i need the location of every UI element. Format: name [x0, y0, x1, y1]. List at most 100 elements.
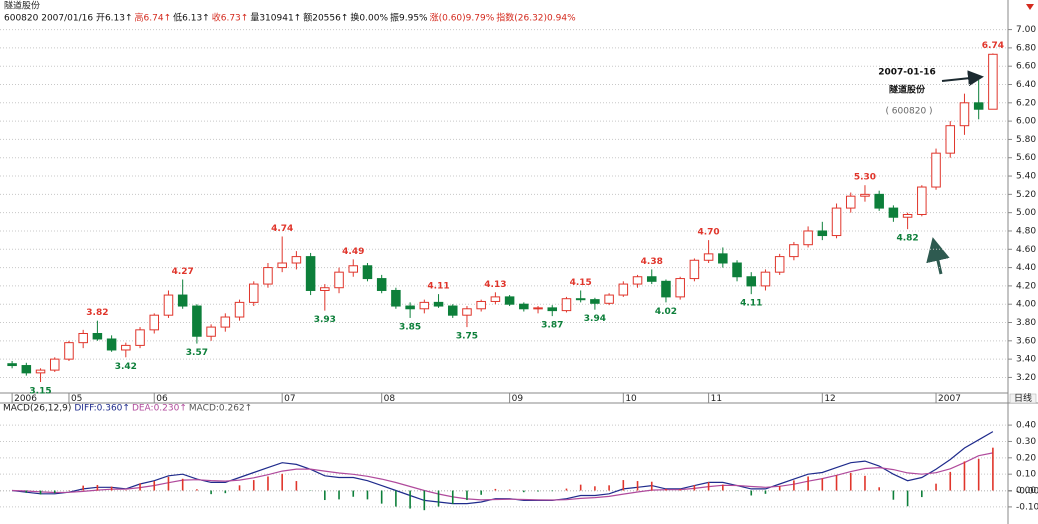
y-tick-label: 6.20 — [1016, 98, 1036, 108]
y-tick-label: 5.80 — [1016, 135, 1036, 145]
candle-body — [632, 276, 643, 285]
y-tick-label: 5.60 — [1016, 153, 1036, 163]
x-tick-label: 2006 — [14, 394, 37, 404]
extreme-label: 4.70 — [697, 228, 719, 238]
candle-body — [973, 102, 984, 110]
extreme-label: 4.11 — [427, 282, 449, 292]
candle-body — [419, 301, 430, 310]
candle-body — [874, 193, 884, 209]
candle-body — [163, 294, 174, 316]
extreme-label: 3.87 — [541, 321, 563, 331]
candle-body — [92, 332, 103, 340]
period-label[interactable]: 日线 — [1014, 392, 1032, 404]
candle-body — [476, 300, 486, 310]
candle-body — [917, 186, 927, 215]
candle-body — [888, 207, 899, 218]
candle-body — [561, 298, 572, 312]
x-tick-label: 11 — [711, 394, 722, 404]
extreme-label: 4.74 — [271, 224, 293, 234]
candle-body — [391, 289, 401, 307]
candle-body — [945, 125, 956, 154]
candle-body — [490, 296, 501, 302]
candle-body — [462, 308, 472, 316]
candle-body — [831, 207, 842, 237]
y-tick-label: 6.40 — [1016, 80, 1036, 90]
quote-segment: 收6.73↑ — [212, 12, 249, 24]
candle-body — [248, 283, 259, 303]
candle-body — [49, 358, 60, 371]
x-tick-label: 06 — [156, 394, 168, 404]
x-tick-label: 05 — [71, 394, 82, 404]
y-tick-label: 5.20 — [1016, 190, 1036, 200]
candle-body — [547, 307, 558, 312]
extreme-label: 4.13 — [484, 280, 506, 290]
candle-body — [405, 305, 415, 310]
candle-body — [291, 256, 302, 264]
quote-segment: 涨(0.60)9.79% — [430, 13, 495, 24]
y-tick-label: 0.40 — [1016, 421, 1036, 431]
candle-body — [803, 230, 813, 246]
candle-body — [192, 305, 202, 337]
quote-segment: 额20556↑ — [303, 12, 348, 24]
extreme-label: 4.82 — [896, 234, 918, 244]
note-arrow — [941, 70, 984, 87]
quote-segment: 振9.95% — [390, 12, 428, 24]
note-name: 隧道股份 — [889, 84, 926, 96]
candle-body — [746, 276, 757, 287]
candle-body — [774, 256, 785, 273]
y-tick-label: 4.40 — [1016, 263, 1036, 273]
header-title: 隧道股份 — [4, 0, 40, 12]
y-tick-label: 4.20 — [1016, 281, 1036, 291]
candle-body — [533, 307, 543, 310]
quote-segment: 换0.00% — [350, 12, 388, 24]
extreme-label: 3.15 — [29, 387, 51, 397]
macd-line — [12, 452, 994, 501]
note-code: ( 600820 ) — [885, 107, 932, 117]
candle-body — [575, 298, 586, 301]
candle-body — [447, 305, 458, 316]
extreme-label: 5.30 — [854, 173, 876, 183]
extreme-label: 4.15 — [570, 278, 592, 288]
candle-body — [504, 296, 515, 305]
candle-body — [177, 294, 188, 307]
y-tick-label: 6.60 — [1016, 62, 1036, 72]
x-tick-label: 2007 — [938, 394, 961, 404]
legend-entry: DEA:0.230↑ — [132, 404, 187, 414]
y-tick-label: 6.00 — [1016, 117, 1036, 127]
y-tick-label: 6.80 — [1016, 43, 1036, 53]
candle-body — [703, 253, 714, 261]
macd-title: MACD(26,12,9) — [3, 404, 71, 414]
candle-body — [334, 271, 344, 289]
candle-body — [263, 267, 273, 285]
candle-body — [277, 262, 287, 269]
quote-segment: 量310941↑ — [250, 13, 301, 24]
candle-body — [234, 301, 245, 318]
corner-icon[interactable] — [1026, 4, 1034, 10]
candle-body — [519, 303, 529, 310]
candle-body — [689, 259, 700, 280]
candle-body — [604, 294, 614, 304]
y-tick-label: 0.10 — [1016, 470, 1036, 480]
candle-body — [35, 369, 46, 374]
candle-body — [931, 152, 941, 188]
candle-body — [64, 342, 74, 360]
y-tick-label: 3.80 — [1016, 318, 1036, 328]
y-tick-label: 0.30 — [1016, 437, 1036, 447]
candle-body — [21, 365, 32, 374]
candle-body — [718, 253, 728, 264]
extreme-label: 3.82 — [86, 308, 108, 318]
y-tick-label: 0.00 — [1016, 486, 1036, 496]
period-box[interactable] — [1009, 393, 1037, 404]
candle-body — [220, 316, 231, 328]
candle-body — [590, 299, 600, 304]
x-tick-label: 12 — [824, 394, 835, 404]
candle-body — [661, 280, 671, 298]
extreme-label: 3.57 — [186, 348, 208, 358]
candle-body — [860, 193, 870, 197]
candle-body — [618, 283, 629, 296]
y-tick-label: 3.20 — [1016, 373, 1036, 383]
candle-body — [78, 332, 88, 344]
candle-body — [988, 53, 998, 110]
